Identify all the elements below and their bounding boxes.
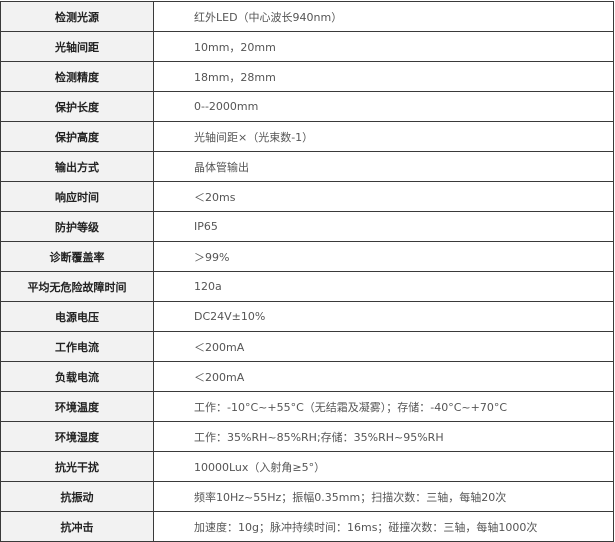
spec-label: 保护高度 xyxy=(0,121,154,152)
table-row: 环境温度 工作：-10°C~+55°C（无结霜及凝雾）；存储：-40°C~+70°… xyxy=(0,391,614,422)
spec-label: 电源电压 xyxy=(0,301,154,332)
spec-value: 红外LED（中心波长940nm） xyxy=(153,1,614,32)
spec-value: DC24V±10% xyxy=(153,301,614,332)
spec-value: 频率10Hz~55Hz；振幅0.35mm；扫描次数：三轴，每轴20次 xyxy=(153,481,614,512)
spec-label: 诊断覆盖率 xyxy=(0,241,154,272)
spec-value: 光轴间距×（光束数-1） xyxy=(153,121,614,152)
spec-label: 平均无危险故障时间 xyxy=(0,271,154,302)
spec-value: 晶体管输出 xyxy=(153,151,614,182)
table-row: 保护长度 0--2000mm xyxy=(0,91,614,122)
spec-value: 工作：-10°C~+55°C（无结霜及凝雾）；存储：-40°C~+70°C xyxy=(153,391,614,422)
table-row: 检测精度 18mm，28mm xyxy=(0,61,614,92)
table-row: 电源电压 DC24V±10% xyxy=(0,301,614,332)
spec-value: 18mm，28mm xyxy=(153,61,614,92)
spec-value: ＞99% xyxy=(153,241,614,272)
table-row: 诊断覆盖率 ＞99% xyxy=(0,241,614,272)
spec-value: 120a xyxy=(153,271,614,302)
spec-label: 抗光干扰 xyxy=(0,451,154,482)
table-row: 抗冲击 加速度：10g；脉冲持续时间：16ms；碰撞次数：三轴，每轴1000次 xyxy=(0,511,614,542)
table-row: 平均无危险故障时间 120a xyxy=(0,271,614,302)
spec-label: 抗振动 xyxy=(0,481,154,512)
spec-value: 10000Lux（入射角≥5°） xyxy=(153,451,614,482)
spec-label: 环境湿度 xyxy=(0,421,154,452)
spec-label: 响应时间 xyxy=(0,181,154,212)
spec-value: 加速度：10g；脉冲持续时间：16ms；碰撞次数：三轴，每轴1000次 xyxy=(153,511,614,542)
spec-label: 输出方式 xyxy=(0,151,154,182)
spec-label: 抗冲击 xyxy=(0,511,154,542)
spec-value: 0--2000mm xyxy=(153,91,614,122)
table-row: 负载电流 ＜200mA xyxy=(0,361,614,392)
spec-label: 检测光源 xyxy=(0,1,154,32)
spec-label: 负载电流 xyxy=(0,361,154,392)
spec-label: 防护等级 xyxy=(0,211,154,242)
spec-value: ＜200mA xyxy=(153,331,614,362)
spec-label: 光轴间距 xyxy=(0,31,154,62)
spec-value: 10mm，20mm xyxy=(153,31,614,62)
table-row: 环境湿度 工作：35%RH~85%RH;存储：35%RH~95%RH xyxy=(0,421,614,452)
spec-value: ＜20ms xyxy=(153,181,614,212)
spec-value: ＜200mA xyxy=(153,361,614,392)
table-row: 光轴间距 10mm，20mm xyxy=(0,31,614,62)
spec-label: 保护长度 xyxy=(0,91,154,122)
table-row: 抗光干扰 10000Lux（入射角≥5°） xyxy=(0,451,614,482)
table-row: 抗振动 频率10Hz~55Hz；振幅0.35mm；扫描次数：三轴，每轴20次 xyxy=(0,481,614,512)
table-row: 工作电流 ＜200mA xyxy=(0,331,614,362)
table-row: 响应时间 ＜20ms xyxy=(0,181,614,212)
table-row: 防护等级 IP65 xyxy=(0,211,614,242)
table-row: 检测光源 红外LED（中心波长940nm） xyxy=(0,1,614,32)
table-row: 输出方式 晶体管输出 xyxy=(0,151,614,182)
table-row: 保护高度 光轴间距×（光束数-1） xyxy=(0,121,614,152)
spec-value: IP65 xyxy=(153,211,614,242)
spec-label: 工作电流 xyxy=(0,331,154,362)
spec-value: 工作：35%RH~85%RH;存储：35%RH~95%RH xyxy=(153,421,614,452)
spec-label: 环境温度 xyxy=(0,391,154,422)
spec-label: 检测精度 xyxy=(0,61,154,92)
